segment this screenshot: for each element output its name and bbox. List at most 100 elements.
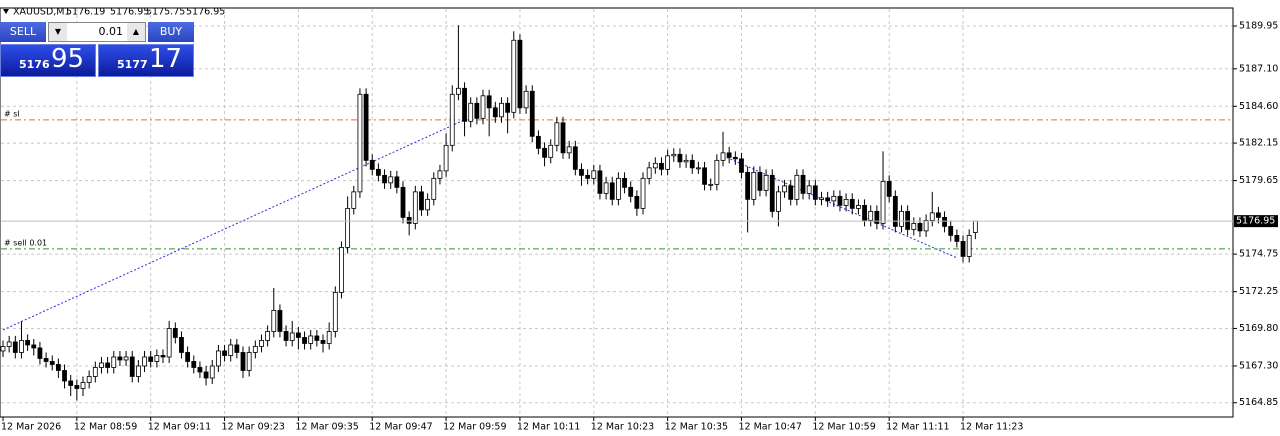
candle-body [905, 210, 911, 230]
candle-body [31, 344, 37, 349]
candle-body [782, 185, 787, 193]
candle-body [788, 185, 794, 200]
candle-body [819, 197, 824, 200]
candle-body [732, 156, 738, 160]
candle-body [234, 344, 240, 353]
candle-body [634, 195, 640, 209]
bid-big: 5176 [19, 58, 50, 71]
candle-body [874, 210, 880, 224]
candle-body [203, 371, 209, 379]
candle-body [111, 356, 117, 368]
candle-body [462, 87, 467, 122]
y-tick-label: 5189.95 [1239, 21, 1278, 32]
header-open: 5176.19 [66, 7, 105, 18]
candle-body [326, 331, 332, 344]
candle-body [369, 159, 375, 170]
candle-body [252, 346, 258, 353]
candle-body [646, 167, 652, 179]
candle-body [671, 153, 677, 157]
x-tick-label: 12 Mar 08:59 [74, 422, 137, 433]
bid-small: 95 [51, 44, 85, 74]
candle-body [412, 191, 418, 224]
candle-body [892, 195, 898, 227]
candle-body [142, 356, 147, 367]
candle-body [382, 174, 387, 184]
candle-body [295, 332, 301, 338]
candle-body [757, 171, 763, 191]
y-tick-label: 5187.10 [1239, 63, 1278, 74]
candle-body [505, 102, 511, 113]
candle-body [843, 198, 849, 206]
y-tick-label: 5184.60 [1239, 101, 1278, 112]
candle-body [665, 155, 671, 170]
candle-body [265, 331, 271, 341]
volume-up[interactable]: ▲ [127, 23, 145, 41]
y-tick-label: 5164.85 [1239, 397, 1278, 408]
candle-body [523, 90, 529, 109]
candle-body [960, 240, 966, 257]
candle-body [302, 337, 307, 344]
trade-line [722, 155, 958, 259]
candle-body [689, 159, 695, 169]
candle-body [117, 356, 123, 361]
candle-body [357, 93, 363, 193]
candle-body [954, 234, 960, 242]
candle-body [696, 167, 701, 170]
candle-body [228, 344, 234, 356]
x-tick-label: 12 Mar 10:11 [517, 422, 580, 433]
candle-body [942, 216, 947, 227]
candle-body [511, 39, 517, 113]
y-tick-label: 5174.75 [1239, 249, 1278, 260]
candle-body [726, 152, 732, 158]
candle-body [0, 346, 6, 352]
ask-quote[interactable]: 5177 17 [98, 44, 194, 77]
plot-frame [0, 7, 1234, 418]
volume: 0.01 [98, 25, 124, 38]
candle-body [406, 216, 412, 224]
sell-button[interactable]: SELL [0, 22, 46, 42]
candle-body [652, 162, 658, 169]
volume-box[interactable]: ▼ 0.01 ▲ [48, 22, 146, 42]
candle-body [92, 367, 98, 377]
candle-body [99, 362, 104, 368]
candle-body [499, 102, 504, 118]
candle-body [320, 340, 326, 344]
candle-body [400, 186, 406, 218]
candle-body [739, 158, 744, 173]
y-tick-label: 5179.65 [1239, 175, 1278, 186]
candle-body [966, 234, 972, 257]
candle-body [259, 340, 264, 347]
candle-body [659, 162, 664, 170]
y-tick-label: 5172.25 [1239, 286, 1278, 297]
candle-body [800, 174, 806, 194]
candle-body [308, 335, 314, 344]
candle-body [542, 147, 547, 158]
candle-body [271, 310, 277, 332]
candle-body [86, 376, 92, 383]
candle-body [135, 365, 141, 377]
candle-body [585, 174, 591, 179]
volume-down[interactable]: ▼ [49, 23, 67, 41]
candle-body [74, 385, 80, 389]
candle-body [714, 159, 720, 185]
x-tick-label: 12 Mar 11:11 [886, 422, 949, 433]
candle-body [166, 328, 172, 358]
candle-body [849, 198, 855, 209]
candle-body [517, 39, 523, 109]
candle-body [560, 122, 566, 154]
buy-button[interactable]: BUY [148, 22, 194, 42]
candle-body [339, 246, 344, 293]
candle-body [43, 358, 49, 362]
bid-quote[interactable]: 5176 95 [0, 44, 96, 77]
candle-body [572, 146, 578, 170]
candle-body [486, 95, 492, 109]
candle-body [123, 356, 129, 361]
candle-body [868, 210, 874, 221]
header-high: 5176.95 [110, 7, 149, 18]
candle-body [283, 331, 289, 341]
candle-body [246, 352, 252, 371]
candle-body [535, 135, 541, 149]
candle-body [856, 204, 861, 209]
candle-body [80, 382, 86, 389]
